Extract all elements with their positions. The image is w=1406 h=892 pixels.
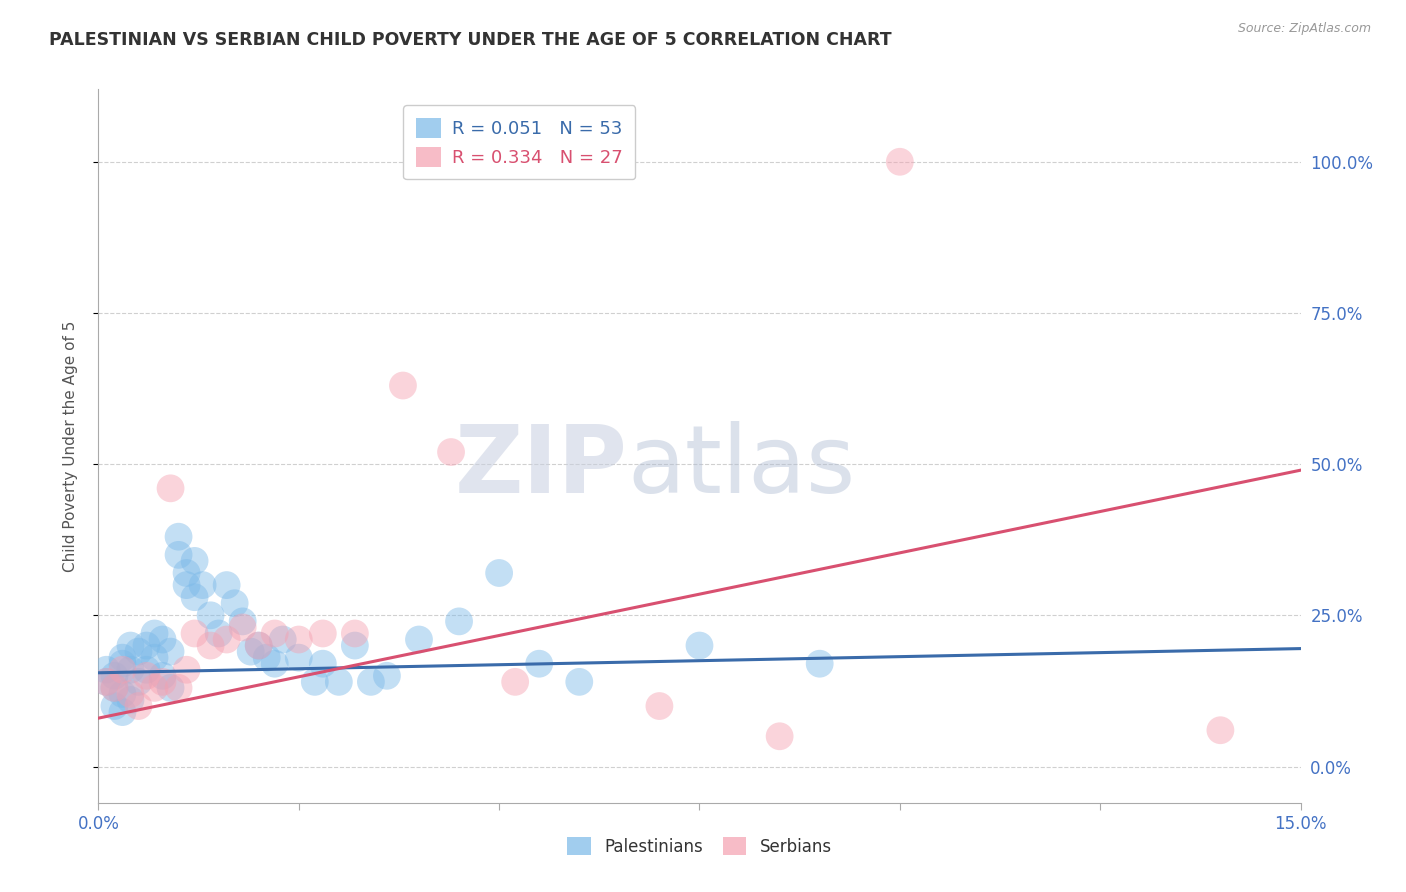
Point	[159, 645, 181, 659]
Point	[247, 639, 270, 653]
Point	[96, 674, 118, 689]
Point	[128, 699, 150, 714]
Point	[568, 674, 591, 689]
Text: ZIP: ZIP	[454, 421, 627, 514]
Point	[128, 645, 150, 659]
Point	[408, 632, 430, 647]
Point	[263, 626, 285, 640]
Point	[447, 615, 470, 629]
Point	[135, 639, 157, 653]
Point	[103, 669, 125, 683]
Point	[96, 674, 118, 689]
Point	[232, 615, 254, 629]
Text: atlas: atlas	[627, 421, 856, 514]
Point	[111, 650, 134, 665]
Point	[689, 639, 711, 653]
Point	[648, 699, 671, 714]
Point	[120, 687, 142, 701]
Point	[111, 663, 134, 677]
Point	[215, 578, 238, 592]
Point	[159, 481, 181, 495]
Y-axis label: Child Poverty Under the Age of 5: Child Poverty Under the Age of 5	[63, 320, 77, 572]
Point	[135, 663, 157, 677]
Point	[200, 639, 222, 653]
Point	[96, 663, 118, 677]
Point	[1209, 723, 1232, 738]
Point	[167, 681, 190, 695]
Point	[769, 729, 792, 743]
Point	[503, 674, 526, 689]
Point	[488, 566, 510, 580]
Point	[183, 554, 205, 568]
Point	[183, 590, 205, 604]
Point	[808, 657, 831, 671]
Point	[343, 639, 366, 653]
Point	[111, 657, 134, 671]
Point	[176, 566, 198, 580]
Point	[312, 626, 335, 640]
Point	[360, 674, 382, 689]
Legend: Palestinians, Serbians: Palestinians, Serbians	[561, 830, 838, 863]
Point	[120, 663, 142, 677]
Point	[159, 681, 181, 695]
Point	[111, 705, 134, 719]
Point	[176, 578, 198, 592]
Point	[183, 626, 205, 640]
Point	[247, 639, 270, 653]
Point	[143, 626, 166, 640]
Point	[120, 639, 142, 653]
Text: PALESTINIAN VS SERBIAN CHILD POVERTY UNDER THE AGE OF 5 CORRELATION CHART: PALESTINIAN VS SERBIAN CHILD POVERTY UND…	[49, 31, 891, 49]
Text: Source: ZipAtlas.com: Source: ZipAtlas.com	[1237, 22, 1371, 36]
Point	[440, 445, 463, 459]
Point	[232, 620, 254, 634]
Point	[529, 657, 551, 671]
Point	[135, 669, 157, 683]
Point	[143, 681, 166, 695]
Point	[167, 548, 190, 562]
Point	[191, 578, 214, 592]
Point	[288, 650, 311, 665]
Point	[256, 650, 278, 665]
Point	[208, 626, 231, 640]
Point	[143, 650, 166, 665]
Point	[103, 681, 125, 695]
Point	[120, 693, 142, 707]
Point	[304, 674, 326, 689]
Point	[103, 699, 125, 714]
Point	[239, 645, 262, 659]
Point	[152, 669, 174, 683]
Point	[312, 657, 335, 671]
Point	[288, 632, 311, 647]
Point	[215, 632, 238, 647]
Point	[343, 626, 366, 640]
Point	[889, 154, 911, 169]
Point	[263, 657, 285, 671]
Point	[152, 674, 174, 689]
Point	[128, 674, 150, 689]
Point	[224, 596, 246, 610]
Point	[200, 608, 222, 623]
Point	[271, 632, 294, 647]
Point	[328, 674, 350, 689]
Point	[152, 632, 174, 647]
Point	[176, 663, 198, 677]
Point	[111, 687, 134, 701]
Point	[103, 681, 125, 695]
Point	[392, 378, 415, 392]
Point	[375, 669, 398, 683]
Point	[167, 530, 190, 544]
